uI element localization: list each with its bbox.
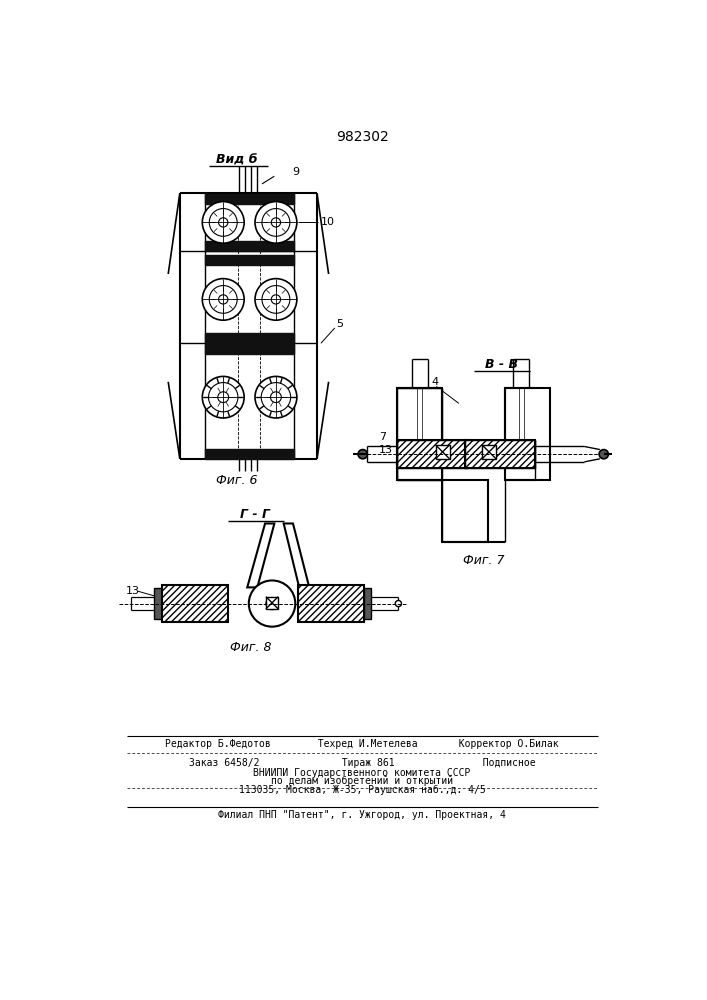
Bar (162, 585, 228, 622)
Circle shape (255, 279, 297, 320)
Bar (204, 255, 293, 265)
Polygon shape (284, 523, 309, 587)
Circle shape (249, 580, 296, 627)
Text: Г - Г: Г - Г (240, 508, 270, 521)
Bar (363, 588, 371, 619)
Bar (465, 440, 534, 468)
Circle shape (271, 218, 281, 227)
Text: Фиг. 8: Фиг. 8 (230, 641, 272, 654)
Text: 113035, Москва, Ж-35, Раушская наб.,д. 4/5: 113035, Москва, Ж-35, Раушская наб.,д. 4… (238, 785, 485, 795)
Circle shape (255, 376, 297, 418)
Text: 5: 5 (337, 319, 344, 329)
Circle shape (255, 202, 297, 243)
Text: В - В: В - В (485, 358, 518, 371)
Bar (162, 585, 228, 622)
Text: Редактор Б.Федотов        Техред И.Метелева       Корректор О.Билак: Редактор Б.Федотов Техред И.Метелева Кор… (165, 739, 559, 749)
Circle shape (209, 286, 237, 313)
Text: Филиал ПНП "Патент", г. Ужгород, ул. Проектная, 4: Филиал ПНП "Патент", г. Ужгород, ул. Про… (218, 810, 506, 820)
Text: Заказ 6458/2              Тираж 861               Подписное: Заказ 6458/2 Тираж 861 Подписное (189, 758, 535, 768)
Bar (397, 388, 442, 480)
Bar (154, 588, 162, 619)
Bar (204, 194, 293, 204)
Bar (298, 585, 363, 622)
Bar (204, 449, 293, 459)
Bar (436, 445, 450, 459)
Circle shape (218, 295, 228, 304)
Bar (266, 597, 279, 609)
Bar (204, 333, 293, 343)
Text: 4: 4 (432, 377, 439, 387)
Bar (482, 445, 496, 459)
Text: 13: 13 (126, 586, 139, 596)
Bar (465, 440, 534, 468)
Bar (506, 388, 550, 480)
Circle shape (262, 209, 290, 236)
Circle shape (271, 392, 281, 403)
Circle shape (599, 450, 609, 459)
Circle shape (209, 209, 237, 236)
Circle shape (202, 279, 244, 320)
Polygon shape (247, 523, 274, 587)
Bar (298, 585, 363, 622)
Circle shape (266, 597, 279, 610)
Circle shape (271, 295, 281, 304)
Text: 10: 10 (321, 217, 335, 227)
Bar (397, 440, 467, 468)
Bar (397, 388, 442, 480)
Text: Фиг. 6: Фиг. 6 (216, 474, 258, 487)
Text: 7: 7 (379, 432, 386, 442)
Text: 13: 13 (379, 445, 393, 455)
Text: Вид б: Вид б (216, 154, 258, 167)
Bar (397, 440, 467, 468)
Circle shape (218, 218, 228, 227)
Circle shape (261, 383, 291, 412)
Circle shape (202, 376, 244, 418)
Circle shape (218, 392, 228, 403)
Text: 982302: 982302 (337, 130, 389, 144)
Circle shape (262, 286, 290, 313)
Text: 9: 9 (292, 167, 299, 177)
Text: Фиг. 7: Фиг. 7 (463, 554, 504, 567)
Bar (204, 241, 293, 251)
Text: ВНИИПИ Государственного комитета СССР: ВНИИПИ Государственного комитета СССР (253, 768, 471, 778)
Bar (204, 344, 293, 354)
Circle shape (209, 383, 238, 412)
Bar (442, 480, 489, 542)
Circle shape (395, 600, 402, 607)
Circle shape (202, 202, 244, 243)
Text: по делам изобретений и открытий: по делам изобретений и открытий (271, 775, 453, 786)
Circle shape (358, 450, 368, 459)
